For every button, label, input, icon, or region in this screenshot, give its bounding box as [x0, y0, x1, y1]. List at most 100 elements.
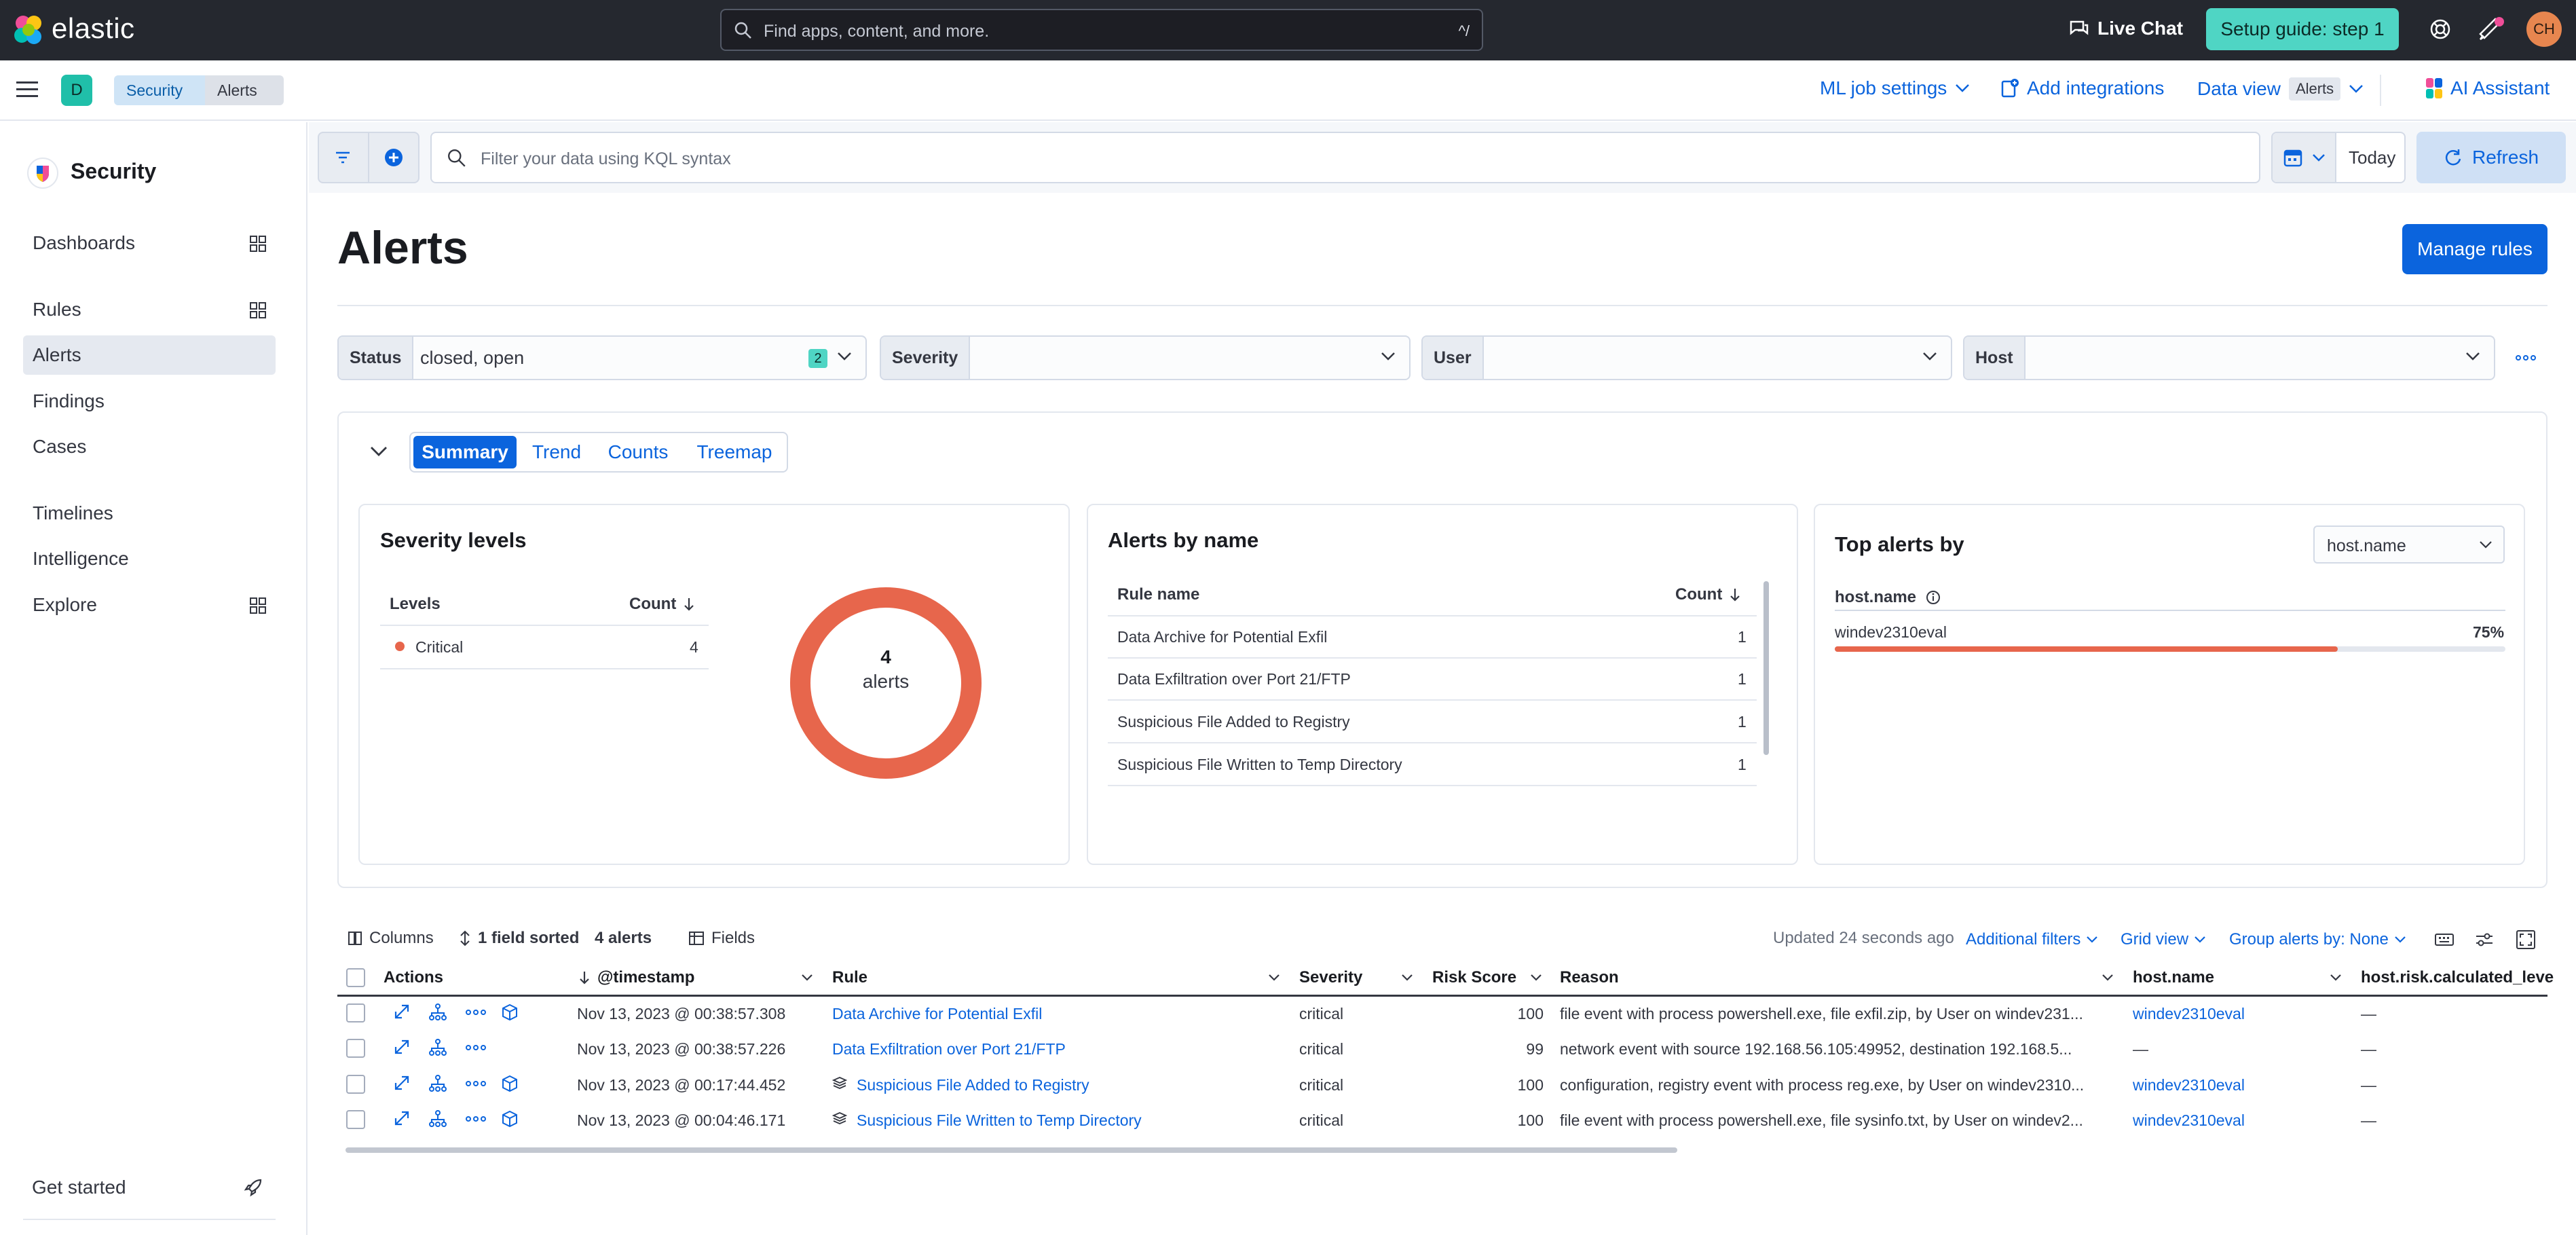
more-actions-icon[interactable]	[466, 1044, 486, 1051]
expand-event-icon[interactable]	[394, 1075, 410, 1091]
display-settings-icon[interactable]	[2475, 932, 2494, 948]
more-actions-icon[interactable]	[466, 1080, 486, 1087]
timestamp-column-header[interactable]: @timestamp	[578, 968, 694, 987]
grid-view-button[interactable]: Grid view	[2121, 930, 2206, 949]
top-alert-host-cell[interactable]: windev2310eval	[1835, 623, 1947, 641]
notifications-icon[interactable]	[2478, 16, 2505, 42]
group-alerts-button[interactable]: Group alerts by: None	[2229, 930, 2406, 949]
more-actions-icon[interactable]	[466, 1009, 486, 1016]
global-search-input[interactable]: Find apps, content, and more. ^/	[720, 9, 1483, 51]
ai-assistant-button[interactable]: AI Assistant	[2426, 77, 2550, 99]
sidebar-item-dashboards[interactable]: Dashboards	[23, 223, 276, 263]
tab-counts[interactable]: Counts	[608, 441, 669, 462]
tab-summary[interactable]: Summary	[413, 436, 517, 468]
keyboard-icon[interactable]	[2434, 932, 2454, 948]
column-menu-chevron-icon[interactable]	[801, 974, 813, 982]
more-actions-icon[interactable]	[466, 1116, 486, 1122]
setup-guide-button[interactable]: Setup guide: step 1	[2206, 8, 2399, 50]
additional-filters-button[interactable]: Additional filters	[1966, 930, 2098, 949]
expand-event-icon[interactable]	[394, 1110, 410, 1126]
hamburger-menu-icon[interactable]	[16, 80, 38, 99]
risk-score-column-header[interactable]: Risk Score	[1432, 968, 1517, 987]
live-chat-button[interactable]: Live Chat	[2069, 18, 2183, 39]
rule-type-icon[interactable]	[832, 1076, 847, 1091]
column-menu-chevron-icon[interactable]	[1268, 974, 1280, 982]
data-view-picker[interactable]: Data view Alerts	[2197, 77, 2364, 100]
info-icon[interactable]	[1926, 590, 1941, 605]
rule-column-header[interactable]: Rule	[832, 968, 868, 987]
host-filter-control[interactable]: Host	[1963, 335, 2495, 380]
get-started-link[interactable]: Get started	[32, 1177, 126, 1198]
app-grid-icon[interactable]	[250, 597, 266, 614]
tab-trend[interactable]: Trend	[531, 441, 582, 462]
rule-type-icon[interactable]	[832, 1111, 847, 1126]
rule-link[interactable]: Data Archive for Potential Exfil	[832, 1005, 1043, 1022]
session-view-icon[interactable]	[501, 1075, 519, 1092]
column-menu-chevron-icon[interactable]	[2102, 974, 2114, 982]
breadcrumb-security[interactable]: Security	[114, 75, 205, 105]
fields-button[interactable]: Fields	[688, 929, 755, 948]
fullscreen-icon[interactable]	[2516, 929, 2536, 950]
status-filter-control[interactable]: Status closed, open 2	[337, 335, 867, 380]
sidebar-item-timelines[interactable]: Timelines	[23, 494, 276, 533]
sidebar-item-rules[interactable]: Rules	[23, 290, 276, 329]
top-alerts-field-select[interactable]: host.name	[2313, 526, 2505, 564]
manage-rules-button[interactable]: Manage rules	[2402, 224, 2547, 274]
collapse-chevron-icon[interactable]	[369, 445, 388, 458]
sidebar-item-intelligence[interactable]: Intelligence	[23, 539, 276, 578]
expand-event-icon[interactable]	[394, 1039, 410, 1055]
host-name-cell[interactable]: windev2310eval	[2133, 1005, 2245, 1022]
horizontal-scrollbar[interactable]	[346, 1147, 1677, 1153]
column-menu-chevron-icon[interactable]	[2330, 974, 2342, 982]
tab-treemap[interactable]: Treemap	[696, 441, 772, 462]
sidebar-item-explore[interactable]: Explore	[23, 585, 276, 625]
row-select-checkbox[interactable]	[346, 1003, 365, 1022]
date-range-label[interactable]: Today	[2349, 147, 2396, 168]
count-column-header[interactable]: Count	[1675, 585, 1741, 604]
session-view-icon[interactable]	[501, 1110, 519, 1128]
scrollbar[interactable]	[1763, 581, 1769, 755]
sidebar-item-alerts[interactable]: Alerts	[23, 335, 276, 375]
select-all-checkbox[interactable]	[346, 968, 365, 987]
sidebar-item-findings[interactable]: Findings	[23, 382, 276, 421]
space-avatar[interactable]: D	[61, 75, 92, 106]
help-icon[interactable]	[2429, 18, 2452, 41]
sort-fields-button[interactable]: 1 field sorted	[459, 929, 579, 948]
row-select-checkbox[interactable]	[346, 1039, 365, 1058]
ml-job-settings-button[interactable]: ML job settings	[1820, 77, 1970, 99]
analyze-event-icon[interactable]	[429, 1003, 447, 1021]
rule-link[interactable]: Data Exfiltration over Port 21/FTP	[832, 1040, 1066, 1058]
app-grid-icon[interactable]	[250, 302, 266, 318]
analyze-event-icon[interactable]	[429, 1075, 447, 1092]
app-grid-icon[interactable]	[250, 236, 266, 252]
row-select-checkbox[interactable]	[346, 1110, 365, 1129]
column-menu-chevron-icon[interactable]	[1401, 974, 1413, 982]
kql-query-input[interactable]: Filter your data using KQL syntax	[430, 132, 2260, 183]
analyze-event-icon[interactable]	[429, 1039, 447, 1056]
host-name-column-header[interactable]: host.name	[2133, 968, 2215, 987]
more-options-icon[interactable]	[2516, 354, 2536, 361]
session-view-icon[interactable]	[501, 1003, 519, 1021]
severity-column-header[interactable]: Severity	[1299, 968, 1363, 987]
columns-button[interactable]: Columns	[348, 929, 434, 948]
user-avatar[interactable]: CH	[2526, 12, 2562, 47]
host-name-cell[interactable]: windev2310eval	[2133, 1076, 2245, 1094]
count-column-header[interactable]: Count	[629, 595, 695, 614]
severity-filter-control[interactable]: Severity	[880, 335, 1411, 380]
host-risk-column-header[interactable]: host.risk.calculated_leve	[2361, 968, 2554, 987]
elastic-logo-icon[interactable]	[12, 14, 45, 46]
host-name-cell[interactable]: windev2310eval	[2133, 1111, 2245, 1129]
user-filter-control[interactable]: User	[1421, 335, 1952, 380]
quick-menu-button[interactable]	[2273, 133, 2336, 182]
refresh-button[interactable]: Refresh	[2416, 132, 2566, 183]
rule-link[interactable]: Suspicious File Written to Temp Director…	[857, 1111, 1142, 1129]
add-integrations-button[interactable]: Add integrations	[2001, 77, 2164, 99]
rule-link[interactable]: Suspicious File Added to Registry	[857, 1076, 1089, 1094]
elastic-logo-text[interactable]: elastic	[52, 12, 135, 44]
filter-menu-icon[interactable]	[334, 151, 352, 164]
expand-event-icon[interactable]	[394, 1003, 410, 1020]
analyze-event-icon[interactable]	[429, 1110, 447, 1128]
column-menu-chevron-icon[interactable]	[1530, 974, 1542, 982]
row-select-checkbox[interactable]	[346, 1075, 365, 1094]
reason-column-header[interactable]: Reason	[1560, 968, 1619, 987]
